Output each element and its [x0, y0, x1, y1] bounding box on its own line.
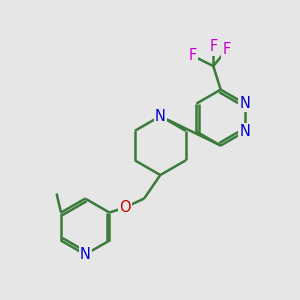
- Text: O: O: [119, 200, 131, 215]
- Text: F: F: [209, 39, 218, 54]
- Text: F: F: [222, 42, 231, 57]
- Text: N: N: [80, 247, 91, 262]
- Text: N: N: [239, 96, 250, 111]
- Text: F: F: [189, 48, 197, 63]
- Text: N: N: [155, 109, 166, 124]
- Text: N: N: [239, 124, 250, 139]
